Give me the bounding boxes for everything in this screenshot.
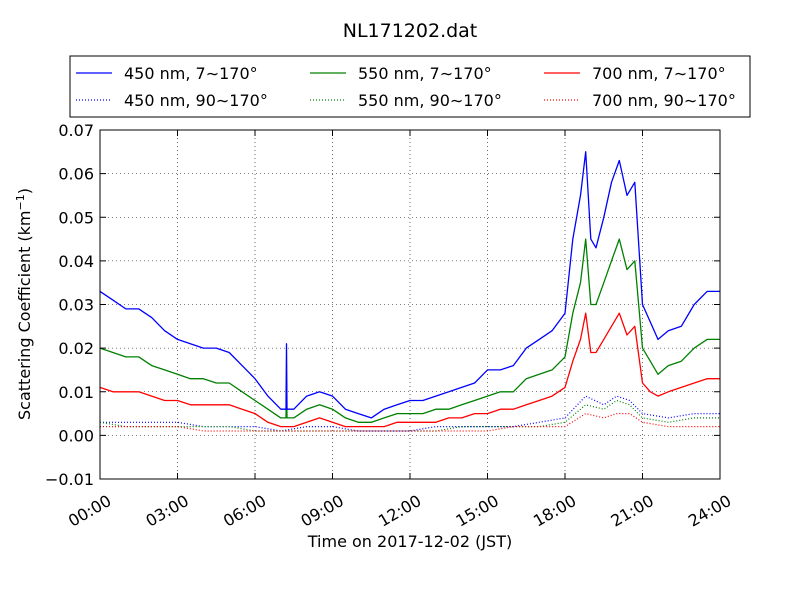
y-tick-label: 0.05 (58, 208, 94, 227)
y-tick-label: 0.01 (58, 383, 94, 402)
x-tick-label: 12:00 (375, 491, 424, 531)
series-layer (99, 151, 720, 432)
legend-box (69, 55, 751, 118)
series-line (99, 151, 720, 419)
y-tick-label: 0.02 (58, 339, 94, 358)
legend-label: 550 nm, 7∼170° (358, 64, 492, 83)
legend-label: 700 nm, 90∼170° (592, 91, 736, 110)
y-axis-label-superscript: −1 (14, 194, 27, 210)
x-tick-label: 03:00 (142, 491, 191, 531)
y-tick-label: 0.03 (58, 296, 94, 315)
y-tick-label: 0.06 (58, 165, 94, 184)
ticks: −0.01 0.00 0.01 0.02 0.03 0.04 0.05 0.06 0.07 00:… (45, 121, 734, 531)
x-tick-label: 15:00 (452, 491, 501, 531)
y-tick-label: 0.04 (58, 252, 94, 271)
legend-label: 450 nm, 7∼170° (124, 64, 258, 83)
grid (100, 130, 720, 479)
x-tick-label: 09:00 (297, 491, 346, 531)
y-axis-label-close: ) (15, 188, 34, 194)
y-axis-label: Scattering Coefficient (km−1) (14, 188, 34, 420)
y-tick-label: −0.01 (45, 470, 94, 489)
series-line (99, 312, 720, 428)
y-tick-label: 0.07 (58, 121, 94, 140)
x-tick-label: 00:00 (65, 491, 114, 531)
y-axis-label-main: Scattering Coefficient (km (15, 210, 34, 420)
series-line (100, 413, 720, 432)
series-line (99, 238, 720, 423)
x-tick-label: 18:00 (530, 491, 579, 531)
legend: 450 nm, 7∼170° 450 nm, 90∼170° 550 nm, 7∼1… (69, 55, 751, 118)
legend-label: 550 nm, 90∼170° (358, 91, 502, 110)
x-tick-label: 06:00 (220, 491, 269, 531)
chart-title: NL171202.dat (343, 20, 478, 42)
y-tick-label: 0.00 (58, 426, 94, 445)
x-tick-label: 24:00 (685, 491, 734, 531)
x-tick-label: 21:00 (607, 491, 656, 531)
legend-label: 700 nm, 7∼170° (592, 64, 726, 83)
x-axis-label: Time on 2017-12-02 (JST) (307, 532, 512, 551)
legend-label: 450 nm, 90∼170° (124, 91, 268, 110)
